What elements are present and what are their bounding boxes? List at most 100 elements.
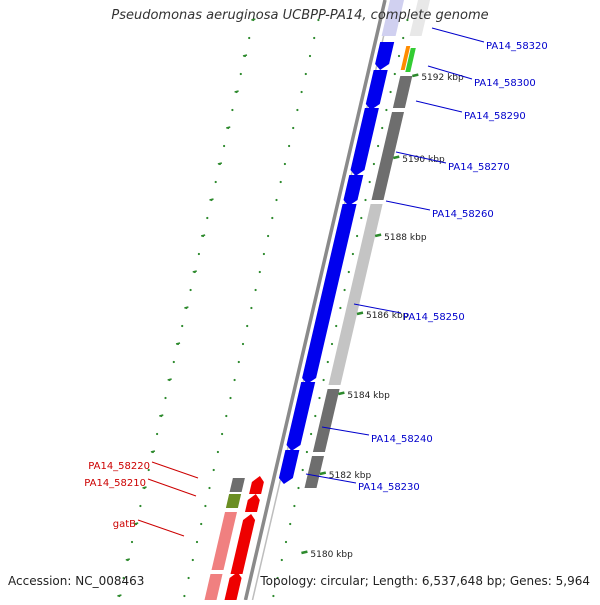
cds-forward (286, 382, 316, 451)
inner-dots (308, 54, 312, 58)
topology-text: Topology: circular; Length: 6,537,648 bp… (260, 574, 590, 588)
inner-dots (246, 324, 249, 328)
feature-orange (400, 46, 411, 70)
gene-label-right: PA14_58260 (432, 209, 494, 220)
gene-labels: PA14_58320 PA14_58300 PA14_58290 PA14_58270… (84, 27, 548, 537)
outer-dots (368, 180, 371, 184)
gene-block (229, 478, 245, 492)
minor-dash (133, 522, 139, 525)
outer-dots (364, 198, 367, 202)
outer-dots (280, 558, 283, 562)
outer-dots (381, 126, 384, 130)
minor-dash (175, 342, 181, 345)
cds-reverse (224, 572, 242, 600)
gene-label-right: PA14_58300 (474, 78, 536, 89)
left-dots (206, 216, 209, 220)
inner-dots (233, 378, 236, 382)
outer-dots (276, 576, 279, 580)
gene-label-left: PA14_58220 (88, 461, 150, 472)
gene-label-right: PA14_58240 (371, 434, 433, 445)
outer-dots (284, 540, 288, 544)
scale-tick-label: 5190 kbp (402, 155, 445, 165)
outer-dots (372, 162, 375, 166)
label-leader (137, 519, 185, 537)
gene-block (312, 389, 340, 452)
inner-dots (195, 540, 199, 544)
inner-dots (300, 90, 303, 94)
scale-tick-label: 5182 kbp (329, 471, 372, 481)
outer-dots (389, 90, 392, 94)
inner-dots (292, 126, 295, 130)
outer-dots (305, 450, 308, 454)
gene-block (371, 112, 404, 200)
inner-dots (267, 234, 270, 238)
outer-dots (356, 234, 359, 238)
gene-label-left: PA14_58210 (84, 478, 146, 489)
scale-tick (356, 311, 364, 316)
inner-dots (288, 144, 291, 148)
gene-label-right: PA14_58250 (403, 312, 465, 323)
gene-block (304, 456, 324, 488)
outer-dots (301, 468, 304, 472)
outer-dots (393, 72, 396, 76)
outer-dots (289, 522, 292, 526)
inner-dots (304, 72, 307, 76)
label-leader (305, 473, 357, 484)
scale-tick (374, 233, 382, 238)
cds-faded (381, 0, 404, 36)
minor-dash (209, 198, 214, 201)
left-dots (231, 108, 234, 112)
inner-dots (200, 522, 203, 526)
minor-dash (192, 270, 197, 273)
label-leader (385, 200, 431, 211)
minor-dash (150, 450, 156, 453)
left-dots (130, 540, 134, 544)
dotted-guides (117, 18, 409, 598)
scale-tick (338, 391, 345, 396)
scale-tick-label: 5180 kbp (310, 550, 353, 560)
label-leader (415, 100, 463, 113)
gene-faded (409, 0, 430, 36)
left-dots (172, 360, 175, 364)
accession-text: Accession: NC_008463 (8, 574, 145, 588)
inner-dots (313, 36, 316, 40)
label-leader (395, 151, 447, 164)
inner-dots (216, 450, 219, 454)
left-dots (239, 72, 242, 76)
scale-tick-label: 5188 kbp (384, 233, 427, 243)
minor-dash (184, 306, 189, 309)
inner-dots (221, 432, 224, 436)
left-dots (122, 576, 125, 580)
cds-reverse (245, 494, 260, 512)
minor-dash (217, 162, 223, 165)
left-dots (156, 432, 159, 436)
outer-dots (326, 360, 329, 364)
inner-dots (183, 594, 186, 598)
gene-label-right: PA14_58290 (464, 111, 526, 122)
inner-dots (250, 306, 253, 310)
feature-green (405, 48, 416, 72)
cds-reverse (249, 476, 264, 494)
scale-tick (392, 155, 400, 160)
cds-forward (350, 108, 379, 176)
outer-dots (406, 18, 409, 22)
left-dots (248, 36, 251, 40)
minor-dash (234, 90, 239, 93)
outer-dots (293, 504, 296, 508)
minor-dash (167, 378, 172, 381)
inner-dots (212, 468, 215, 472)
inner-dots (208, 486, 211, 490)
inner-dots (229, 396, 232, 400)
inner-dots (204, 504, 207, 508)
gene-label-right: PA14_58270 (448, 162, 510, 173)
outer-dots (297, 486, 300, 490)
gene-pink (211, 512, 237, 570)
inner-dots (283, 162, 286, 166)
scale-tick-label: 5192 kbp (421, 73, 464, 83)
scale-tick (412, 73, 419, 78)
scale-tick (301, 550, 308, 555)
left-dots (147, 468, 150, 472)
map-title: Pseudomonas aeruginosa UCBPP-PA14, compl… (111, 8, 489, 23)
inner-dots (237, 360, 240, 364)
